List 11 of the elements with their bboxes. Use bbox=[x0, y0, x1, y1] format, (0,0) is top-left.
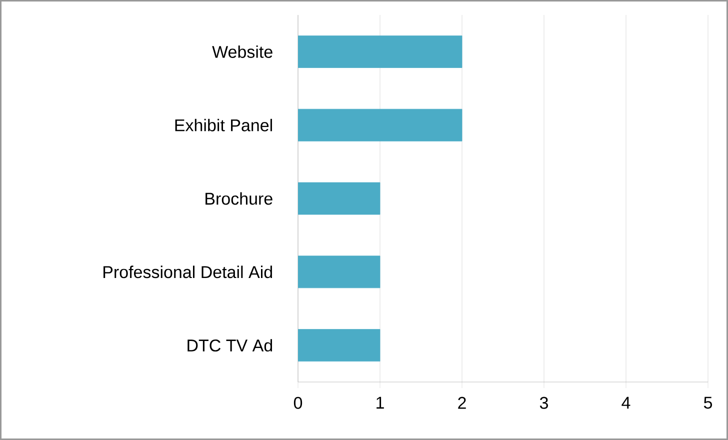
x-tick-label: 0 bbox=[294, 396, 302, 409]
y-tick-label: Professional Detail Aid bbox=[104, 266, 272, 278]
y-tick-label: Exhibit Panel bbox=[175, 118, 272, 132]
x-tick-label: 2 bbox=[458, 396, 466, 409]
x-tick-label: 1 bbox=[376, 396, 384, 409]
y-tick-label: Brochure bbox=[206, 192, 272, 205]
y-tick-label: Website bbox=[212, 45, 272, 58]
y-tick-label: DTC TV Ad bbox=[188, 339, 272, 352]
x-tick-label: 3 bbox=[540, 396, 548, 409]
x-tick-label: 5 bbox=[704, 396, 712, 409]
x-tick-label: 4 bbox=[622, 396, 630, 409]
